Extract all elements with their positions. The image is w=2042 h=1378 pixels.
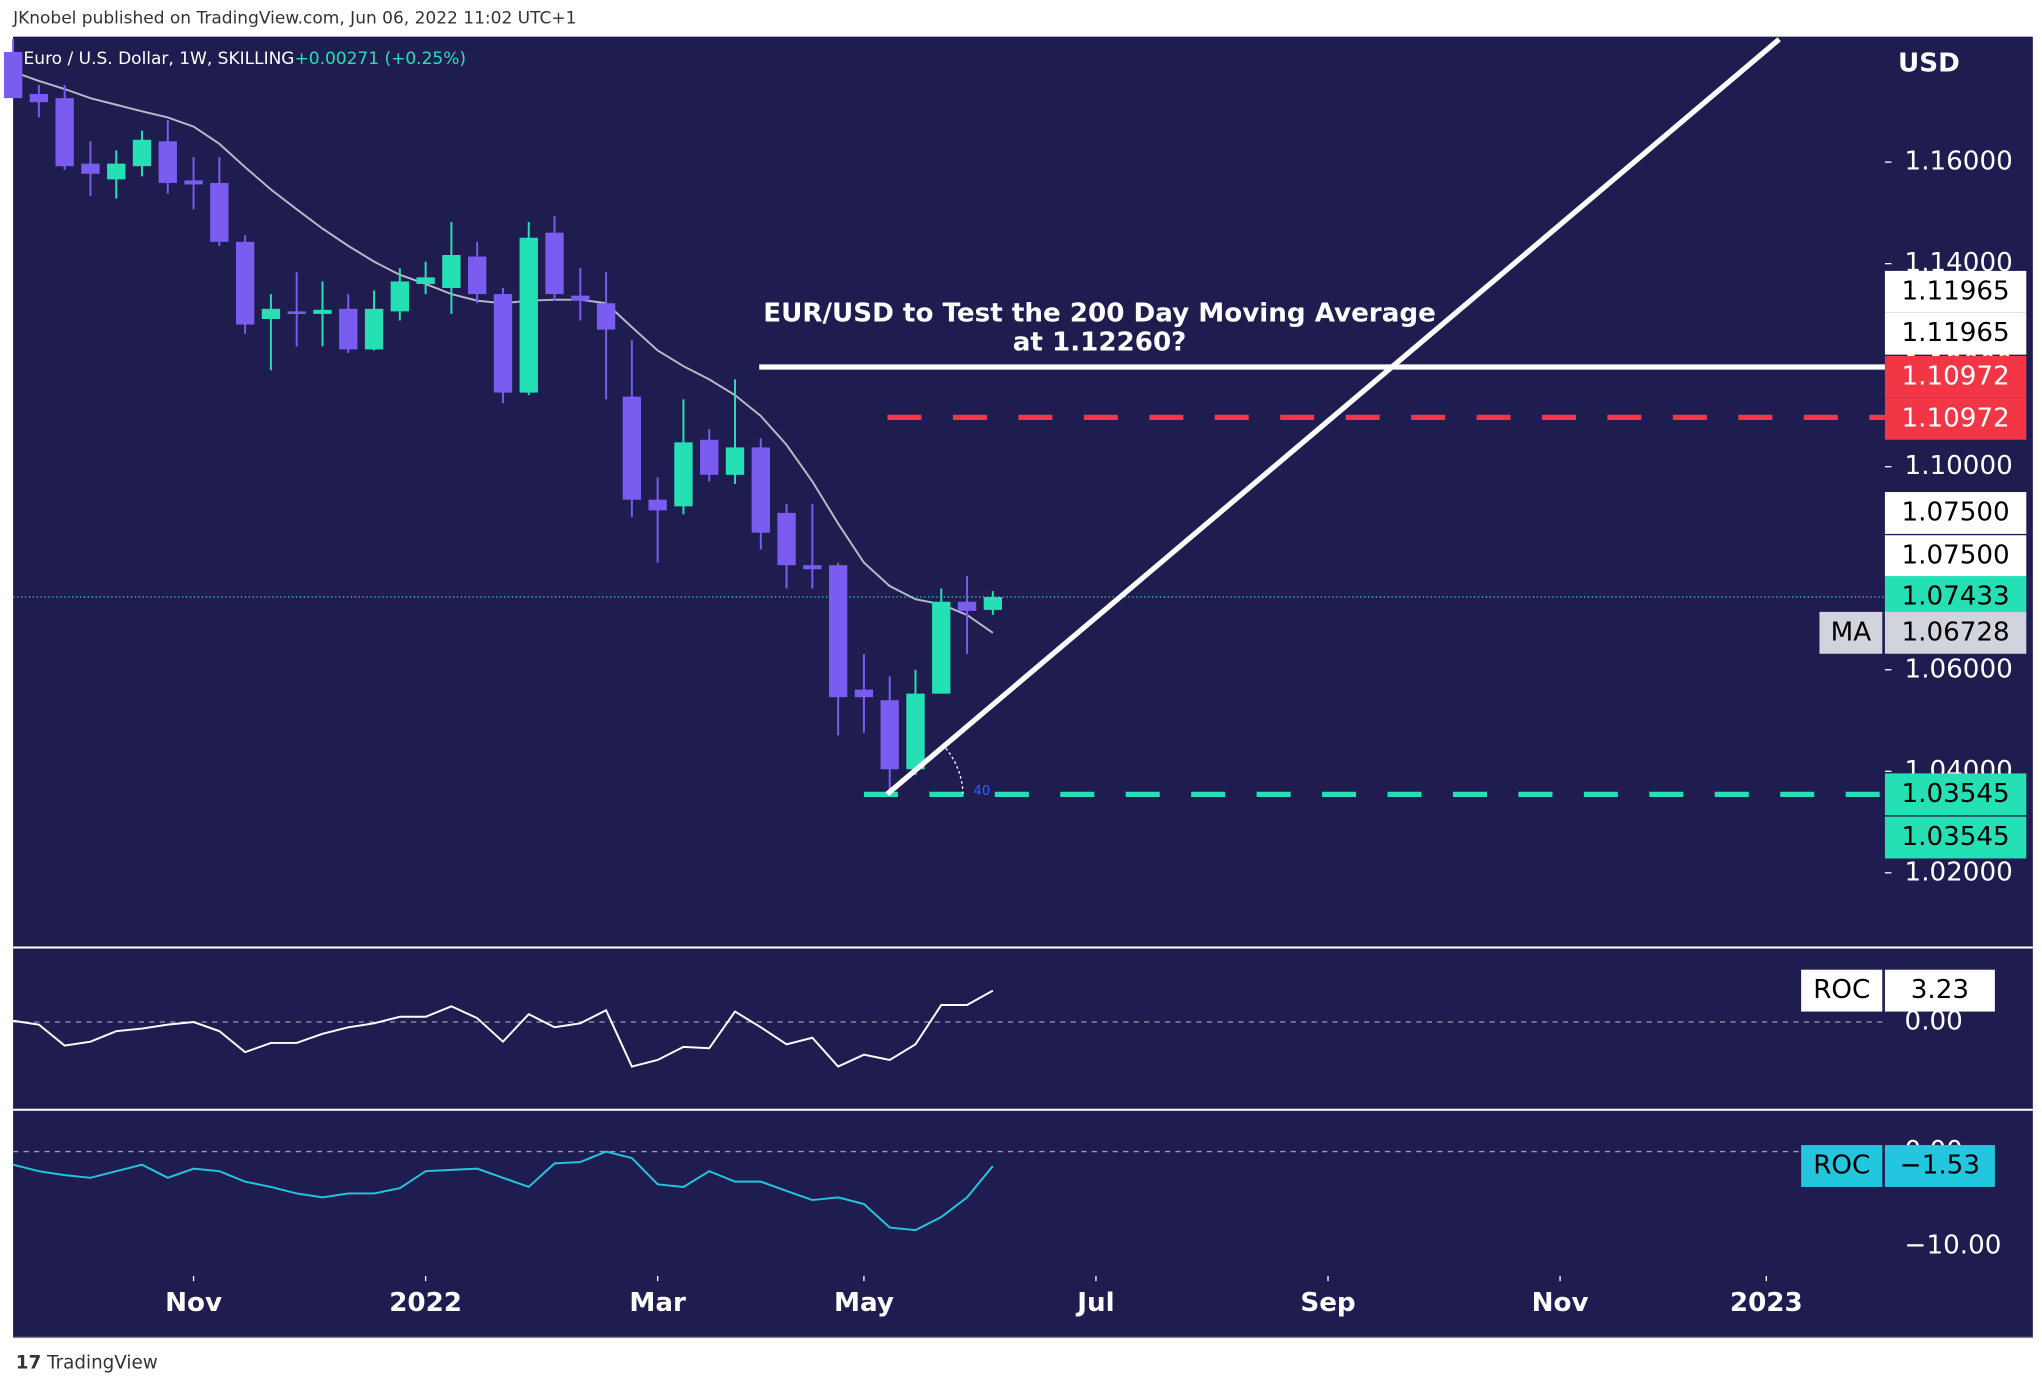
candle-body: [235, 241, 255, 325]
legend-name: ROC: [1813, 975, 1870, 1005]
candle-body: [777, 512, 796, 566]
candle-body: [468, 256, 487, 295]
candle-body: [416, 277, 435, 284]
candle-body: [184, 180, 203, 185]
x-tick-label: Mar: [629, 1288, 686, 1318]
price-box: [1884, 355, 2027, 398]
ma-value-label: 1.06728: [1902, 617, 2010, 647]
candle-body: [622, 396, 642, 500]
legend-title: Euro / U.S. Dollar, 1W, SKILLING: [24, 49, 295, 69]
candle-body: [751, 447, 770, 533]
roc-name-box: [1801, 969, 1883, 1012]
candle-body: [648, 499, 667, 511]
roc-value-label: 3.23: [1911, 975, 1969, 1005]
candle-body: [932, 601, 951, 694]
candle-body: [3, 51, 23, 99]
candle-body: [545, 232, 564, 295]
candle-body: [571, 295, 590, 301]
x-tick-label: Nov: [165, 1288, 222, 1318]
roc-value-label: −1.53: [1900, 1151, 1980, 1181]
roc-name-box: [1801, 1145, 1883, 1187]
candle-body: [674, 442, 693, 507]
price-box-label: 1.07500: [1902, 497, 2010, 527]
price-box: [1884, 773, 2027, 816]
ma-name: MA: [1831, 617, 1872, 647]
price-box-label: 1.11965: [1902, 318, 2010, 348]
roc-line: [12, 989, 994, 1068]
x-tick-label: 2023: [1730, 1288, 1803, 1318]
price-box-label: 1.03545: [1902, 822, 2010, 852]
candle-body: [261, 308, 281, 319]
y-tick-label: 1.10000: [1905, 451, 2013, 481]
price-box: [1884, 535, 2027, 578]
candle-body: [132, 139, 152, 167]
ma-box: [1819, 611, 1883, 654]
candle-body: [287, 311, 306, 314]
price-box: [1884, 397, 2027, 440]
candle-body: [364, 308, 384, 350]
annotation: at 1.12260?: [1013, 327, 1187, 357]
candle-body: [803, 565, 822, 570]
angle-arc: [944, 746, 964, 795]
candle-body: [55, 98, 74, 167]
roc-value-box: [1884, 1145, 1995, 1187]
price-box-label: 1.03545: [1902, 779, 2010, 809]
last-price-label: 1.07433: [1902, 582, 2010, 612]
candle-body: [339, 308, 358, 350]
price-box: [1884, 816, 2027, 859]
y-tick-label: 1.16000: [1905, 147, 2013, 177]
price-box-label: 1.10972: [1902, 361, 2010, 391]
candle-body: [81, 163, 100, 174]
candle-body: [390, 281, 409, 312]
price-box: [1884, 576, 2027, 618]
candle-body: [983, 597, 1003, 610]
candle-body: [442, 255, 461, 289]
price-box: [1884, 270, 2027, 313]
angle-label: 40: [974, 784, 991, 799]
price-box: [1884, 611, 2027, 654]
price-box-label: 1.10972: [1902, 403, 2010, 433]
candle-body: [828, 565, 848, 698]
logo-mark: 17: [16, 1353, 41, 1374]
candle-body: [493, 294, 513, 393]
annotation: EUR/USD to Test the 200 Day Moving Avera…: [763, 299, 1436, 329]
price-box-label: 1.11965: [1902, 276, 2010, 306]
price-box-label: 1.07500: [1902, 541, 2010, 571]
roc-value-box: [1884, 969, 1995, 1012]
x-tick-label: Sep: [1300, 1288, 1355, 1318]
candle-body: [880, 700, 899, 770]
legend-change: +0.00271 (+0.25%): [295, 49, 466, 69]
candle-body: [158, 141, 177, 183]
price-box: [1884, 492, 2027, 534]
candle-body: [700, 439, 719, 475]
candle-body: [210, 182, 229, 242]
roc-line: [12, 1150, 994, 1232]
candle-body: [29, 94, 49, 103]
currency: USD: [1898, 49, 1960, 79]
y-tick-label: 1.02000: [1905, 857, 2013, 887]
footer-logo: TradingView: [46, 1353, 158, 1374]
candle-body: [725, 447, 745, 475]
x-tick-label: 2022: [389, 1288, 462, 1318]
trendline: [885, 37, 1781, 797]
x-tick-label: Jul: [1075, 1288, 1114, 1318]
chart-area: [13, 36, 2033, 1338]
byline: JKnobel published on TradingView.com, Ju…: [12, 8, 576, 28]
x-tick-label: May: [834, 1288, 894, 1318]
candle-body: [519, 237, 538, 393]
candle-body: [313, 309, 332, 314]
candle-body: [107, 163, 126, 180]
legend-name: ROC: [1813, 1151, 1870, 1181]
candle-body: [596, 303, 616, 330]
price-box: [1884, 312, 2027, 355]
candle-body: [906, 693, 925, 770]
x-tick-label: Nov: [1532, 1288, 1589, 1318]
candle-body: [854, 689, 874, 698]
candle-body: [957, 601, 977, 611]
y-tick-label: −10.00: [1905, 1230, 2002, 1260]
y-tick-label: 1.06000: [1905, 654, 2013, 684]
